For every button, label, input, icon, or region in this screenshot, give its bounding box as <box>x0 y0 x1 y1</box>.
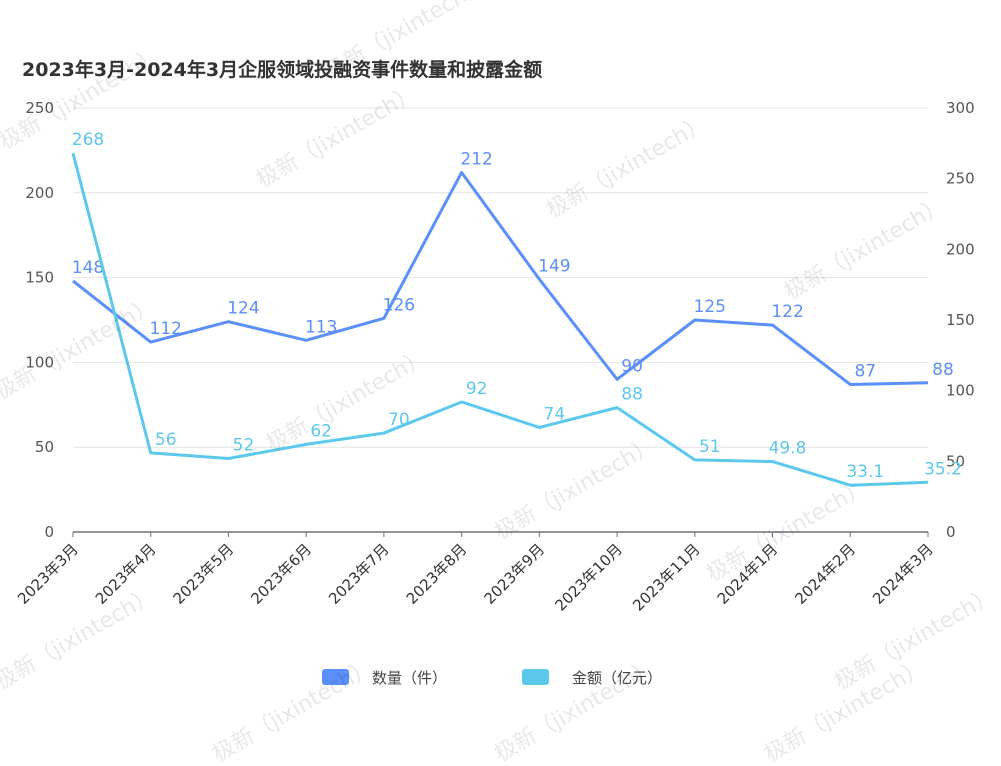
data-label: 33.1 <box>846 462 884 482</box>
data-label: 56 <box>155 430 177 450</box>
x-tick-label: 2023年5月 <box>170 540 238 608</box>
legend: 数量（件） 金额（亿元） <box>322 669 662 687</box>
data-label: 148 <box>72 258 104 278</box>
legend-label: 金额（亿元） <box>572 669 662 687</box>
data-label: 90 <box>621 356 643 376</box>
x-tick-label: 2024年3月 <box>869 540 937 608</box>
y-left-tick-label: 0 <box>44 523 54 541</box>
y-right-tick-label: 200 <box>946 240 975 258</box>
y-right-tick-label: 250 <box>946 170 975 188</box>
y-left-tick-label: 200 <box>25 184 54 202</box>
chart-title: 2023年3月-2024年3月企服领域投融资事件数量和披露金额 <box>22 58 542 81</box>
data-label: 88 <box>932 360 954 380</box>
watermark-text: 极新（jixintech） <box>263 345 433 457</box>
y-right-tick-label: 150 <box>946 311 975 329</box>
data-label: 212 <box>460 149 492 169</box>
data-label: 149 <box>538 256 570 276</box>
data-label: 74 <box>544 404 566 424</box>
watermark-text: 极新（jixintech） <box>491 433 661 545</box>
data-label: 112 <box>150 319 182 339</box>
series-line-2 <box>71 152 929 487</box>
y-right-tick-label: 50 <box>946 452 965 470</box>
data-label: 70 <box>388 410 410 430</box>
watermark-text: 极新（jixintech） <box>781 193 951 305</box>
watermark-text: 极新（jixintech） <box>543 111 713 223</box>
legend-swatch <box>322 669 349 685</box>
y-left-tick-label: 250 <box>25 99 54 117</box>
watermark-text: 极新（jixintech） <box>703 475 873 587</box>
y-left-tick-label: 100 <box>25 353 54 371</box>
y-right-tick-label: 300 <box>946 99 975 117</box>
y-right-tick-label: 0 <box>946 523 956 541</box>
x-tick-label: 2023年3月 <box>14 540 82 608</box>
legend-label: 数量（件） <box>372 669 447 687</box>
gridlines <box>73 107 928 448</box>
legend-swatch <box>522 669 549 685</box>
watermark-text: 极新（jixintech） <box>0 293 160 405</box>
data-label: 87 <box>854 361 876 381</box>
data-label: 51 <box>699 437 721 457</box>
data-label: 52 <box>233 436 255 456</box>
y-left-tick-label: 150 <box>25 269 54 287</box>
series-layer: 148 112 124 113 126 212 149 90 125 122 87 88 268 56 52… <box>71 130 962 487</box>
x-tick-label: 2023年11月 <box>629 540 703 614</box>
x-tick-label: 2023年8月 <box>403 540 471 608</box>
watermark-text: 极新（jixintech） <box>209 655 379 766</box>
data-label: 113 <box>305 317 337 337</box>
data-label: 125 <box>694 297 726 317</box>
watermark-text: 极新（jixintech） <box>253 81 423 193</box>
data-label: 62 <box>310 421 332 441</box>
x-tick-label: 2023年10月 <box>551 540 625 614</box>
x-tick-label: 2023年7月 <box>325 540 393 608</box>
data-label: 49.8 <box>769 439 807 459</box>
data-label: 35.2 <box>924 459 962 479</box>
data-label: 92 <box>466 379 488 399</box>
y-axis-left: 0 50 100 150 200 250 <box>25 99 54 541</box>
y-left-tick-label: 50 <box>35 438 54 456</box>
y-right-tick-label: 100 <box>946 382 975 400</box>
series-line-1 <box>72 170 929 386</box>
data-label: 126 <box>383 295 415 315</box>
data-label: 88 <box>621 385 643 405</box>
x-tick-label: 2024年2月 <box>791 540 859 608</box>
data-label: 122 <box>771 302 803 322</box>
data-label: 124 <box>227 299 259 319</box>
y-axis-right: 0 50 100 150 200 250 300 <box>946 99 975 541</box>
x-tick-label: 2023年6月 <box>247 540 315 608</box>
data-label: 268 <box>72 130 104 150</box>
x-tick-label: 2023年9月 <box>481 540 549 608</box>
